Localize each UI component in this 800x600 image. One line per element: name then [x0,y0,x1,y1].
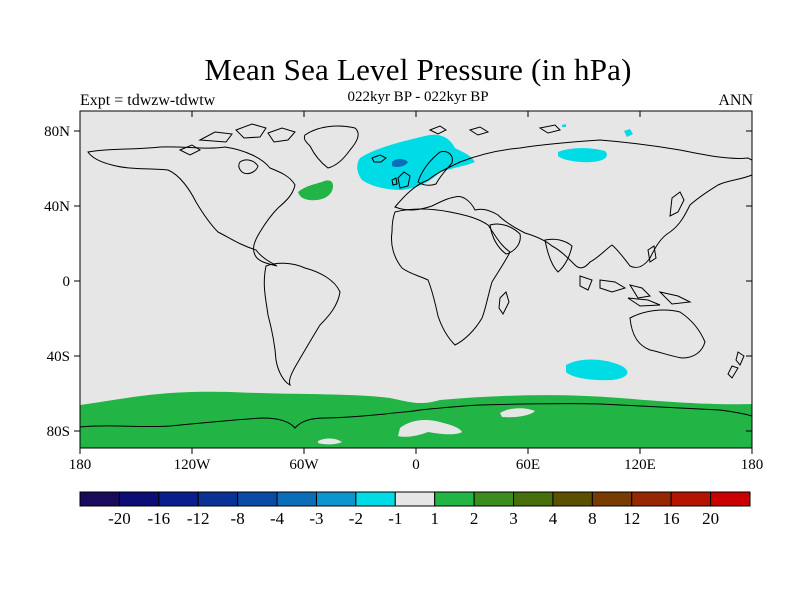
colorbar-label: -1 [388,509,402,528]
colorbar-label: 16 [663,509,680,528]
southeast-asia-islands-coastline [579,245,692,307]
colorbar-swatch [79,491,120,507]
colorbar: -20 -16 -12 -8 -4 -3 -2 -1 1 2 3 4 8 12 16 20 [79,491,751,528]
lon-tick-label: 180 [741,457,764,473]
colorbar-label: 4 [549,509,558,528]
anomaly-fills [80,124,752,448]
map-subtitle: 022kyr BP - 022kyr BP [347,89,489,105]
colorbar-swatch [197,491,239,507]
colorbar-swatch [513,491,554,507]
colorbar-label: -8 [231,509,245,528]
colorbar-label: 1 [430,509,439,528]
colorbar-label: -4 [270,509,285,528]
north-atlantic-positive-region [298,180,333,201]
southern-ocean-gap [398,420,462,437]
lat-tick-label: 80N [44,124,70,140]
arctic-islands-coastline [428,124,561,136]
hudson-bay-coastline [238,159,259,175]
season-label: ANN [718,92,753,109]
lon-tick-label: 180 [69,457,92,473]
scandinavia-coastline [417,151,453,186]
coastlines [79,123,753,429]
colorbar-label: 8 [588,509,597,528]
latitude-axis: 80N 40N 0 40S 80S [44,124,752,440]
colorbar-swatch [394,491,436,507]
colorbar-swatch [552,491,593,507]
antarctica-coastline [79,403,753,429]
north-america-coastline [87,146,296,267]
lat-tick-label: 40S [47,349,70,365]
south-america-coastline [263,262,341,387]
colorbar-swatch [315,491,357,507]
lat-tick-label: 0 [63,274,71,290]
lon-tick-label: 0 [412,457,420,473]
new-zealand-coastline [727,351,745,379]
japan-coastline [669,191,685,217]
colorbar-label: 20 [702,509,719,528]
colorbar-label: 3 [509,509,518,528]
colorbar-label: 12 [623,509,640,528]
africa-coastline [391,208,511,346]
lon-tick-label: 120W [174,457,212,473]
nordic-seas-strong-negative-region [392,159,408,167]
colorbar-label: -20 [108,509,131,528]
colorbar-swatch [276,491,317,507]
south-indian-negative-region [566,359,628,381]
longitude-axis: 180 120W 60W 0 60E 120E 180 [69,111,764,473]
arabia-coastline [489,223,521,255]
lat-tick-label: 80S [47,424,70,440]
colorbar-swatch [591,491,633,507]
colorbar-swatch [670,491,712,507]
madagascar-coastline [498,291,510,315]
arctic-negative-region-small [562,124,566,127]
british-isles-coastline [391,171,411,189]
nordic-seas-negative-region [357,134,475,190]
eurasia-coastline [394,139,753,269]
lon-tick-label: 60W [289,457,319,473]
colorbar-swatch [355,491,396,507]
colorbar-swatch [118,491,160,507]
colorbar-label: -3 [309,509,323,528]
greenland-coastline [303,125,359,169]
lon-tick-label: 60E [516,457,540,473]
arctic-archipelago-coastline [178,123,296,156]
iceland-coastline [371,154,387,163]
colorbar-swatch [473,491,515,507]
lat-tick-label: 40N [44,199,70,215]
colorbar-swatch [434,491,475,507]
map-title: Mean Sea Level Pressure (in hPa) [204,52,632,87]
lon-tick-label: 120E [624,457,656,473]
australia-coastline [629,309,706,359]
southern-ocean-gap [500,408,535,418]
arctic-negative-region [558,148,607,163]
colorbar-label: 2 [470,509,479,528]
southern-ocean-gap [318,438,342,445]
colorbar-swatch [237,491,278,507]
arctic-negative-region-small [624,129,633,137]
southern-ocean-positive-region [80,391,752,448]
colorbar-label: -16 [147,509,170,528]
colorbar-swatch [710,491,751,507]
colorbar-label: -12 [187,509,210,528]
india-coastline [544,238,573,273]
colorbar-swatch [158,491,199,507]
colorbar-label: -2 [349,509,363,528]
colorbar-swatch [631,491,672,507]
experiment-label: Expt = tdwzw-tdwtw [80,92,216,109]
